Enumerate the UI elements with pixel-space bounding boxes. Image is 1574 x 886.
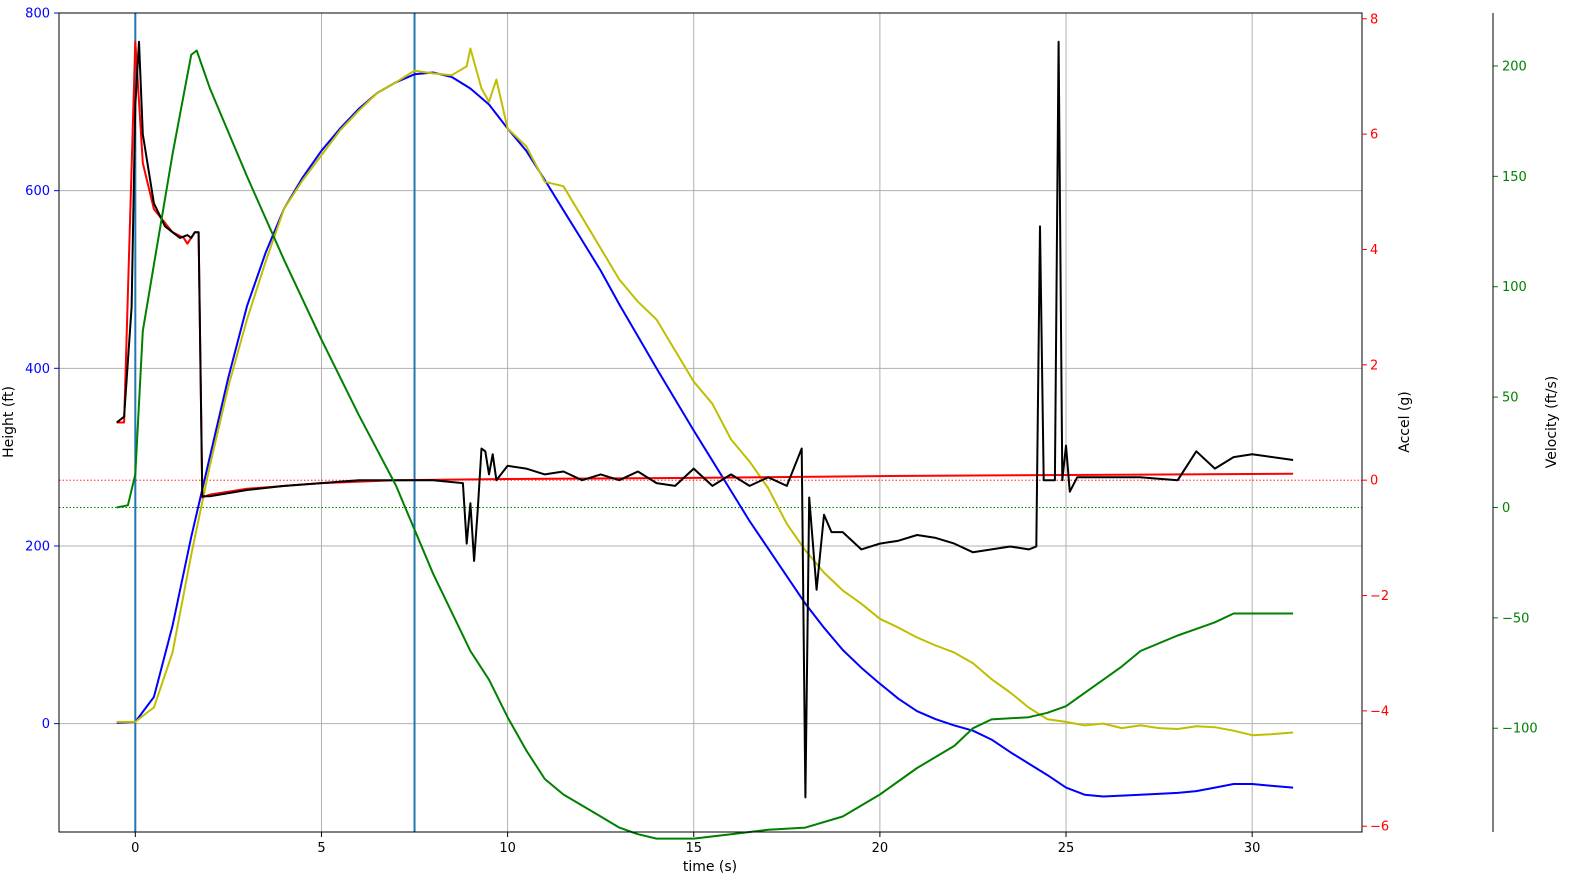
x-tick-label: 0 <box>131 841 139 856</box>
height-tick-label: 0 <box>42 717 50 732</box>
x-axis-label: time (s) <box>683 859 737 875</box>
velocity-tick-label: 100 <box>1502 280 1527 295</box>
series-line-height-0 <box>116 71 1294 798</box>
height-axis-label: Height (ft) <box>1 386 17 458</box>
height-tick-label: 200 <box>25 539 50 554</box>
ticks: 0 5 10 15 20 25 30 0 200 400 600 800 −6 −4 −2 0 2 4 6 8 −100… <box>25 7 1538 857</box>
series-line-velocity-4 <box>116 49 1294 840</box>
accel-tick-label: 4 <box>1370 243 1378 258</box>
plot-frame <box>58 12 1363 833</box>
x-tick-label: 30 <box>1244 841 1261 856</box>
height-tick-label: 600 <box>25 184 50 199</box>
velocity-tick-label: 50 <box>1502 391 1519 406</box>
x-tick-label: 25 <box>1058 841 1075 856</box>
velocity-tick-label: −100 <box>1502 722 1538 737</box>
accel-tick-label: −2 <box>1370 589 1389 604</box>
velocity-axis-label: Velocity (ft/s) <box>1544 376 1560 468</box>
series-line-accel-3 <box>116 40 1294 799</box>
accel-tick-label: 8 <box>1370 12 1378 27</box>
x-tick-label: 5 <box>317 841 325 856</box>
x-tick-label: 20 <box>872 841 889 856</box>
velocity-tick-label: 150 <box>1502 170 1527 185</box>
accel-tick-label: 6 <box>1370 128 1378 143</box>
accel-tick-label: 2 <box>1370 358 1378 373</box>
accel-axis-label: Accel (g) <box>1397 391 1413 453</box>
height-tick-label: 800 <box>25 7 50 22</box>
series-line-height-1 <box>116 47 1294 737</box>
series-lines <box>116 40 1294 840</box>
x-tick-label: 10 <box>499 841 516 856</box>
velocity-tick-label: −50 <box>1502 611 1529 626</box>
velocity-tick-label: 0 <box>1502 501 1510 516</box>
accel-tick-label: −6 <box>1370 820 1389 835</box>
velocity-tick-label: 200 <box>1502 59 1527 74</box>
reference-lines <box>59 13 1362 832</box>
accel-tick-label: −4 <box>1370 704 1389 719</box>
height-tick-label: 400 <box>25 362 50 377</box>
x-tick-label: 15 <box>685 841 702 856</box>
accel-tick-label: 0 <box>1370 474 1378 489</box>
